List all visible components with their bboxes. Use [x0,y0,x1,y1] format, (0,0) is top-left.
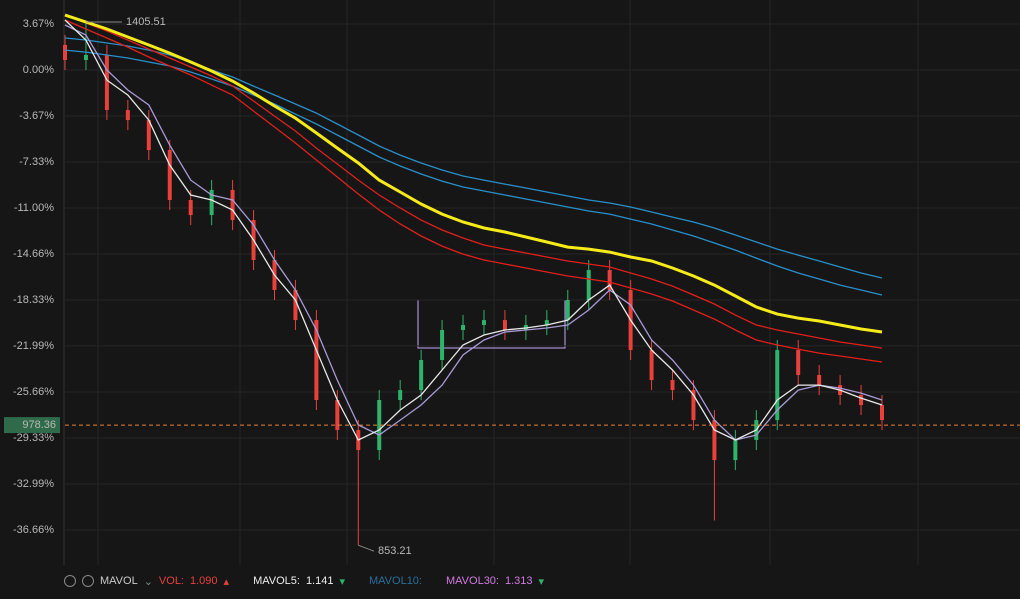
vol-value: 1.090 [190,575,218,587]
candle-body [859,394,864,406]
candle-body [691,390,696,421]
x-grid [97,0,919,565]
vol-label: VOL: [158,575,184,587]
high-label: 1405.51 [126,16,166,28]
price-tag-label: 978.36 [22,419,56,431]
candle-body [63,44,67,60]
ma10-label: MAVOL10: [369,575,422,587]
low-label: 853.21 [378,545,412,557]
candle-body [481,320,486,325]
candle-body [880,405,884,421]
candle-body [314,320,319,401]
candle-body [607,270,612,290]
moving-average-line [64,24,883,441]
moving-average-line [64,19,883,441]
ma30-value: 1.313 [505,575,533,587]
candle-body [167,150,172,201]
candle-body [775,350,780,421]
candle-body [209,189,214,216]
indicator-bar: MAVOL ⌄ VOL: 1.090 ▴ MAVOL5: 1.141 ▾ MAV… [0,570,1020,592]
candle-body [502,320,507,330]
candle-body [649,350,654,381]
y-tick-label: -18.33% [13,294,54,306]
y-tick-label: -11.00% [14,202,54,214]
moving-average-line [64,13,883,334]
y-tick-label: -25.66% [13,386,54,398]
candle-body [335,400,340,430]
candle-body [419,359,424,391]
candle-body [293,289,298,321]
candle-body [146,120,151,151]
candle-body [796,350,801,376]
ma5-label: MAVOL5: [253,575,300,587]
y-tick-label: -14.66% [13,248,54,260]
candle-body [125,110,130,121]
y-tick-label: -29.33% [13,432,54,444]
candle-body [565,300,570,321]
arrow-down: ▾ [538,575,545,588]
y-tick-label: -36.66% [13,524,54,536]
y-tick-label: 0.00% [23,64,54,76]
arrow-down: ▾ [339,575,345,588]
settings-icon[interactable] [64,575,76,587]
candle-body [230,189,235,221]
candle-body [440,329,445,360]
y-tick-label: -7.33% [19,156,54,168]
ma30-label: MAVOL30: [446,575,499,587]
candle-body [188,200,193,216]
moving-average-line [64,49,883,296]
candle-body [398,390,403,401]
candle-body [377,400,382,451]
indicator-name[interactable]: MAVOL [100,575,138,587]
candle-body [712,420,717,461]
low-leader [358,544,375,552]
candle-body [461,324,466,330]
ma5-value: 1.141 [305,575,334,587]
candle-body [670,380,675,391]
dropdown[interactable]: ⌄ [143,575,153,588]
y-tick-label: -32.99% [13,478,54,490]
background [0,0,1020,570]
candle-body [83,54,88,60]
y-tick-label: 3.67% [23,18,54,30]
close-icon[interactable] [82,575,94,587]
candle-body [104,54,109,111]
price-tag [4,417,60,434]
moving-average-line [64,19,883,363]
candle-body [586,270,591,301]
y-tick-label: -3.67% [19,110,54,122]
moving-average-line [64,14,883,349]
candle-body [544,320,549,325]
chart: 3.67% 0.00% -3.67% -7.33% -11.00% -14.66% -18.… [0,0,1020,570]
candle-body [817,375,822,386]
candle-body [733,440,738,461]
arrow-up: ▴ [223,575,230,588]
y-tick-label: -21.99% [13,340,54,352]
